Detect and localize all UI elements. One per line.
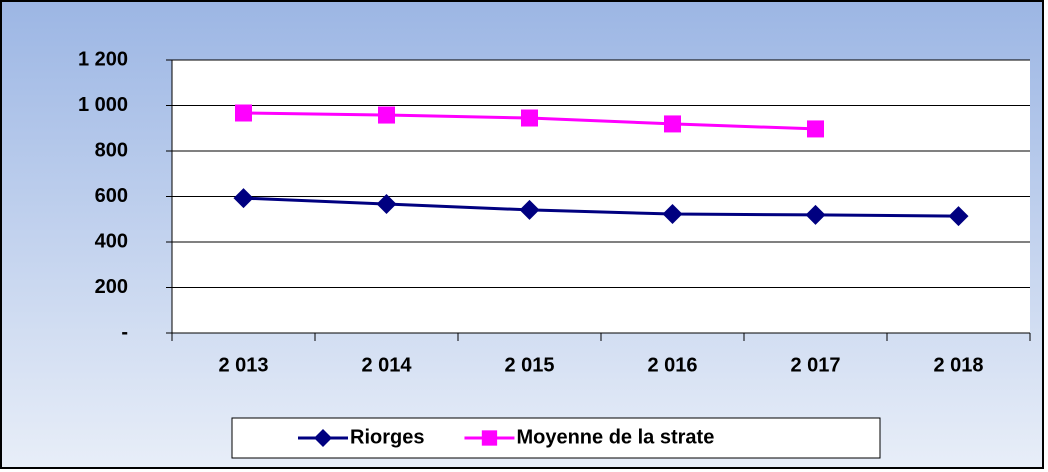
marker [805, 204, 826, 225]
legend: Riorges Moyenne de la strate [231, 417, 881, 459]
marker [233, 188, 254, 209]
y-tick-label: 200 [95, 276, 128, 298]
marker [521, 109, 538, 127]
y-tick-label: 1 200 [78, 48, 128, 70]
marker [378, 106, 395, 124]
series-line [243, 196, 959, 218]
legend-label: Riorges [350, 426, 424, 448]
marker [235, 104, 252, 122]
y-tick-label: 400 [95, 230, 128, 252]
x-tick-label: 2 013 [218, 354, 268, 376]
y-tick-label: 1 000 [78, 94, 128, 116]
marker [948, 206, 969, 227]
marker [662, 204, 683, 225]
marker [314, 429, 332, 447]
marker [376, 194, 397, 215]
y-tick-label: 800 [95, 139, 128, 161]
x-tick-label: 2 018 [933, 354, 983, 376]
marker [807, 120, 824, 138]
x-tick-label: 2 015 [504, 354, 554, 376]
marker [519, 199, 540, 220]
marker [664, 115, 681, 133]
x-tick-label: 2 017 [790, 354, 840, 376]
x-tick-label: 2 016 [647, 354, 697, 376]
marker [481, 430, 498, 446]
legend-label: Moyenne de la strate [516, 426, 714, 448]
x-tick-label: 2 014 [361, 354, 412, 376]
y-tick-label: - [121, 321, 128, 343]
y-tick-label: 600 [95, 185, 128, 207]
